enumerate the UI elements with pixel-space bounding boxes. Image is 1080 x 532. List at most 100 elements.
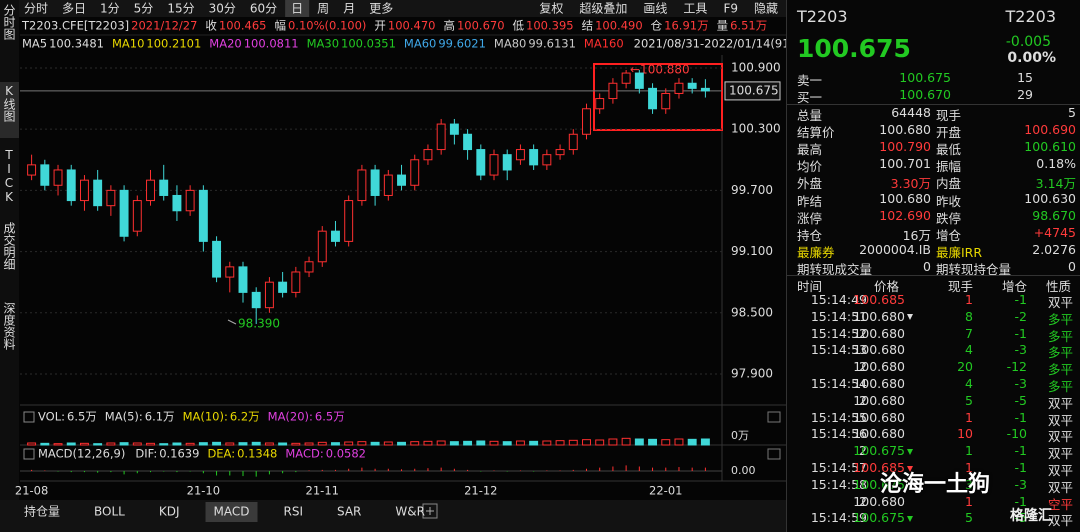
candle-body [476,149,486,176]
trade-qty: 1 [965,443,973,459]
close-icon[interactable] [767,448,781,460]
trade-arrow [905,376,913,391]
trade-price: 100.685 [853,292,905,307]
side-tab[interactable]: TICK [2,148,16,204]
tool-button[interactable]: 画线 [643,2,667,16]
info-label: 仓 [651,19,663,33]
side-tab[interactable]: 成交明细 [2,222,16,270]
quote-label: 开盘 [936,125,962,141]
volume-bar [621,437,631,446]
indicator-tab[interactable]: W&R [395,505,425,519]
separator [787,104,1080,105]
active-side-tab [0,82,19,138]
tool-button[interactable]: 复权 [539,2,563,16]
indicator-tab[interactable]: SAR [337,505,361,519]
info-label: MA5 [22,37,47,51]
timeframe-tab[interactable]: 分时 [24,2,48,16]
info-label: MA30 [307,37,339,51]
timeframe-tab[interactable]: 多日 [62,2,86,16]
timeframe-tab[interactable]: 月 [343,2,355,16]
volume-bar [264,442,274,446]
timeframe-tab[interactable]: 1分 [100,2,120,16]
volume-bar [278,442,288,446]
info-label: MACD: [285,447,323,461]
book-price: 100.675 [899,70,951,85]
info-label: MA(5): [105,410,143,424]
trades-header: 性质 [1045,279,1071,294]
trade-nature: 双平 [1047,395,1073,411]
timeframe-tab[interactable]: 日 [291,2,303,16]
side-tab[interactable]: 分时图 [2,4,16,40]
tool-button[interactable]: 隐藏 [754,2,778,16]
code: T2203 [1005,7,1057,26]
change-pct: 0.00% [1007,50,1056,66]
quote-value: 3.30万 [890,176,931,192]
info-label: MA80 [494,37,526,51]
y-tick-label: 98.500 [731,305,773,319]
info-value: 6.1万 [145,410,175,424]
trade-arrow [905,460,913,475]
side-tab[interactable]: K线图 [2,84,16,122]
trade-price: 100.680 [853,325,905,341]
volume-bar [555,440,565,446]
low-annotation: 98.390 [238,317,280,331]
info-value: 100.2101 [146,37,201,51]
candle-body [397,174,406,186]
volume-bar [79,442,89,446]
low-leader [227,319,237,325]
active-tab [285,0,310,17]
candle-body [582,108,591,135]
quote-value: 0.18% [1036,156,1076,172]
trade-arrow [905,510,913,525]
info-label: MA(20): [268,410,313,424]
trade-price: 100.675 [853,510,905,526]
timeframe-tab[interactable]: 周 [317,2,329,16]
candle-body [621,72,631,84]
volume-bar [634,438,644,446]
candle-body [278,281,288,293]
candle-body [463,133,473,151]
trade-qty: 3 [965,476,973,492]
candle-body [317,230,327,263]
tool-button[interactable]: 工具 [683,2,707,16]
candle-body [687,82,697,89]
trade-time: 15:14:53 [810,342,867,358]
candle-body [291,271,301,293]
candle-body [212,240,222,278]
trade-oi: -3 [1014,342,1027,358]
indicator-tab[interactable]: MACD [214,505,250,519]
quote-label: 结算价 [797,125,835,141]
trade-time: 2 [859,359,867,375]
indicator-tab[interactable]: RSI [284,505,304,519]
macd-axis-label: 0.00 [731,464,756,477]
quote-value: +4745 [1033,224,1076,240]
candle-body [489,154,499,176]
candle-body [132,200,142,232]
candle-body [159,179,169,196]
side-tab[interactable]: 深度资料 [2,302,16,350]
candle-body [595,98,605,110]
quote-label: 最廉IRR [936,244,983,260]
candle-body [331,230,340,242]
timeframe-tab[interactable]: 更多 [369,2,393,16]
trade-arrow [905,443,913,458]
close-icon[interactable] [767,411,781,423]
tool-button[interactable]: F9 [723,2,738,16]
indicator-tab[interactable]: BOLL [94,505,125,519]
tool-button[interactable]: 超级叠加 [579,1,627,16]
timeframe-tab[interactable]: 15分 [167,2,194,16]
trade-oi: -3 [1014,476,1027,492]
help-icon[interactable] [23,411,35,423]
timeframe-tab[interactable]: 30分 [209,2,236,16]
indicator-tab[interactable]: KDJ [159,505,180,519]
volume-bar [370,441,380,446]
trade-time: 15:14:55 [810,409,867,425]
trade-oi: -1 [1014,325,1027,341]
add-tab[interactable] [422,503,438,519]
timeframe-tab[interactable]: 5分 [134,2,154,16]
timeframe-tab[interactable]: 60分 [250,2,277,16]
help-icon[interactable] [23,448,35,460]
trade-nature: 双平 [1047,412,1073,428]
candle-body [700,87,710,92]
indicator-tab[interactable]: 持仓量 [24,504,60,519]
